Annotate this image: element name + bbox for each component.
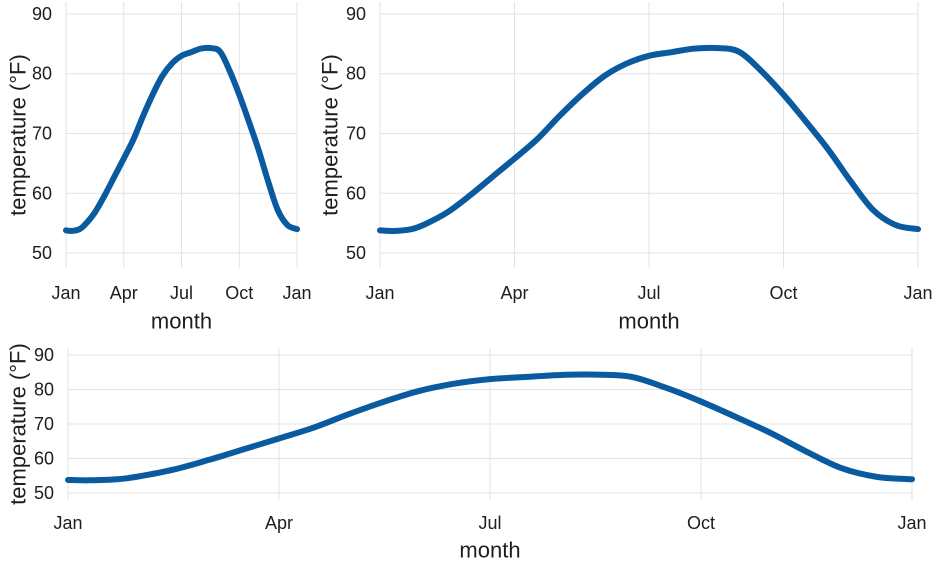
x-tick-label: Oct <box>225 283 253 303</box>
x-tick-label: Jan <box>51 283 80 303</box>
x-tick-label: Apr <box>500 283 528 303</box>
x-tick-label: Jul <box>478 513 501 533</box>
x-tick-label: Apr <box>110 283 138 303</box>
x-tick-label: Jan <box>365 283 394 303</box>
y-tick-label: 60 <box>32 183 52 203</box>
x-axis-title: month <box>459 538 520 563</box>
x-tick-label: Jan <box>53 513 82 533</box>
x-tick-label: Jan <box>897 513 926 533</box>
x-tick-label: Jul <box>170 283 193 303</box>
panel-bottom: Jan Apr Jul Oct Jan 50 60 70 80 90 month temperatur… <box>6 343 927 562</box>
y-tick-label: 80 <box>32 64 52 84</box>
y-tick-label: 90 <box>34 345 54 365</box>
x-tick-label: Jan <box>282 283 311 303</box>
x-axis-title: month <box>618 309 679 334</box>
y-tick-label: 60 <box>34 449 54 469</box>
series-line <box>377 44 921 234</box>
y-tick-label: 50 <box>346 243 366 263</box>
y-tick-label: 90 <box>346 4 366 24</box>
panel-right: Jan Apr Jul Oct Jan 50 60 70 80 90 month temperatur… <box>318 2 933 334</box>
series-line <box>63 44 300 234</box>
x-tick-label: Apr <box>265 513 293 533</box>
y-tick-label: 80 <box>346 64 366 84</box>
y-axis-title: temperature (°F) <box>6 54 31 216</box>
y-axis-title: temperature (°F) <box>318 54 343 216</box>
y-tick-label: 70 <box>32 124 52 144</box>
panel-left: Jan Apr Jul Oct Jan 50 60 70 80 90 month temperatur… <box>6 2 312 334</box>
x-tick-label: Jan <box>903 283 932 303</box>
series-line <box>65 371 915 484</box>
x-tick-label: Oct <box>687 513 715 533</box>
y-tick-label: 50 <box>32 243 52 263</box>
y-axis-title: temperature (°F) <box>6 343 31 505</box>
x-axis-title: month <box>151 309 212 334</box>
y-tick-label: 60 <box>346 183 366 203</box>
y-tick-label: 50 <box>34 483 54 503</box>
x-tick-label: Oct <box>769 283 797 303</box>
y-tick-label: 70 <box>346 124 366 144</box>
y-tick-label: 80 <box>34 379 54 399</box>
y-tick-label: 90 <box>32 4 52 24</box>
x-tick-label: Jul <box>637 283 660 303</box>
y-tick-label: 70 <box>34 414 54 434</box>
